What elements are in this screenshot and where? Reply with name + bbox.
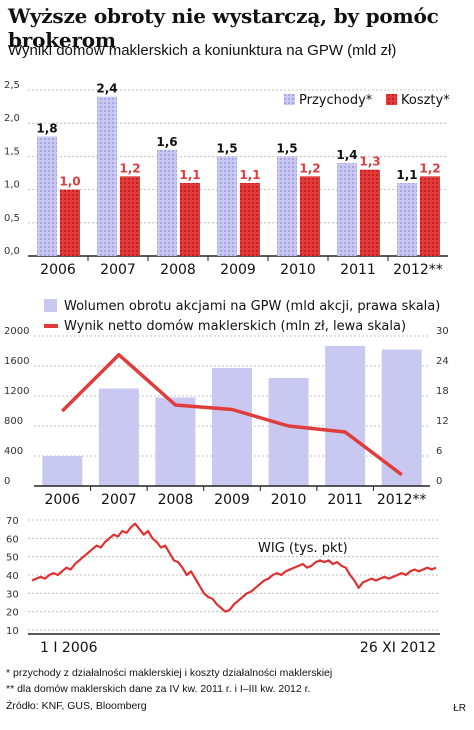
bar-wolumen <box>325 346 366 486</box>
x-category-label: 2007 <box>100 262 136 278</box>
x-label-end: 26 XI 2012 <box>360 640 436 656</box>
bar-koszty <box>240 182 260 256</box>
legend-swatch-wolumen <box>44 299 57 312</box>
y-tick-label: 2,0 <box>4 113 20 124</box>
legend-swatch-koszty <box>386 94 397 105</box>
bar-koszty <box>180 182 200 256</box>
bar-przychody <box>157 149 177 256</box>
bar-przychody <box>397 182 417 256</box>
value-label-koszty: 1,0 <box>59 175 80 189</box>
bar-wolumen <box>42 456 83 486</box>
x-category-label: 2006 <box>44 492 80 508</box>
legend-swatch-przychody <box>284 94 295 105</box>
chart-subtitle: Wyniki domów maklerskich a koniunktura n… <box>8 42 397 59</box>
value-label-koszty: 1,1 <box>239 168 260 182</box>
legend-label-wolumen: Wolumen obrotu akcjami na GPW (mld akcji… <box>64 299 440 314</box>
y-tick-label-left: 2000 <box>4 326 29 337</box>
y-tick-label-right: 6 <box>436 446 442 457</box>
footnote-2: ** dla domów maklerskich dane za IV kw. … <box>6 683 311 695</box>
value-label-przychody: 1,5 <box>216 141 237 155</box>
line-chart-wig: 10 20 30 40 50 60 70 WIG (tys. pkt) 1 I 2006 26 X… <box>6 516 440 656</box>
legend-label-wynik: Wynik netto domów maklerskich (mln zł, l… <box>64 319 406 334</box>
series-label-wig: WIG (tys. pkt) <box>258 541 348 556</box>
x-category-label: 2009 <box>214 492 250 508</box>
y-tick-label-left: 0 <box>4 476 10 487</box>
bar-przychody <box>97 96 117 256</box>
bar-koszty <box>420 176 440 256</box>
y-tick-label: 40 <box>6 571 19 582</box>
y-tick-label-left: 1200 <box>4 386 29 397</box>
bar-wolumen <box>212 368 252 486</box>
bar-wolumen <box>98 388 139 486</box>
value-label-koszty: 1,2 <box>299 161 320 175</box>
value-label-koszty: 1,2 <box>119 161 140 175</box>
y-tick-label: 20 <box>6 608 19 619</box>
y-tick-label-right: 0 <box>436 476 442 487</box>
y-tick-label-left: 400 <box>4 446 23 457</box>
bar-koszty <box>300 176 320 256</box>
value-label-przychody: 1,5 <box>276 141 297 155</box>
legend: Wolumen obrotu akcjami na GPW (mld akcji… <box>44 299 440 334</box>
y-tick-label: 30 <box>6 589 19 600</box>
bar-chart-revenue-costs: 0,0 0,5 1,0 1,5 2,0 2,5 1,8 1,0 2006 2,4 1,2 2007 1,… <box>4 80 450 278</box>
x-category-label: 2008 <box>160 262 196 278</box>
y-tick-label-left: 800 <box>4 416 23 427</box>
footnote-1: * przychody z działalności maklerskiej i… <box>6 667 333 679</box>
legend-label-przychody: Przychody* <box>299 93 373 108</box>
line-wig <box>31 522 437 613</box>
x-label-start: 1 I 2006 <box>40 640 98 656</box>
x-category-label: 2012** <box>393 262 443 278</box>
y-tick-label: 60 <box>6 534 19 545</box>
bar-koszty <box>360 169 380 256</box>
legend: Przychody* Koszty* <box>284 93 450 108</box>
x-category-label: 2008 <box>158 492 194 508</box>
value-label-przychody: 2,4 <box>96 82 117 96</box>
value-label-koszty: 1,2 <box>419 161 440 175</box>
y-tick-label: 1,5 <box>4 146 20 157</box>
chart-title: Wyższe obroty nie wystarczą, by pomóc br… <box>8 4 439 52</box>
x-category-label: 2011 <box>327 492 363 508</box>
bar-przychody <box>37 136 57 256</box>
bar-przychody <box>337 163 357 256</box>
x-category-label: 2010 <box>271 492 307 508</box>
source-note: Źródło: KNF, GUS, Bloomberg <box>6 700 147 712</box>
bar-przychody <box>217 156 237 256</box>
value-label-przychody: 1,6 <box>156 135 177 149</box>
bar-koszty <box>60 189 80 256</box>
bar-wolumen <box>155 397 196 486</box>
value-label-przychody: 1,4 <box>336 148 357 162</box>
y-tick-label-right: 18 <box>436 386 449 397</box>
legend-label-koszty: Koszty* <box>401 93 450 108</box>
x-category-label: 2007 <box>101 492 137 508</box>
y-tick-label-left: 1600 <box>4 356 29 367</box>
x-category-label: 2009 <box>220 262 256 278</box>
y-tick-label: 1,0 <box>4 180 20 191</box>
y-tick-label: 0,0 <box>4 246 20 257</box>
value-label-przychody: 1,8 <box>36 121 57 135</box>
y-tick-label: 2,5 <box>4 80 20 91</box>
bar-przychody <box>277 156 297 256</box>
value-label-przychody: 1,1 <box>396 168 417 182</box>
value-label-koszty: 1,3 <box>359 155 380 169</box>
y-tick-label-right: 12 <box>436 416 449 427</box>
x-category-label: 2006 <box>40 262 76 278</box>
x-category-label: 2012** <box>377 492 427 508</box>
author-credit: ŁR <box>453 703 466 714</box>
x-category-label: 2010 <box>280 262 316 278</box>
y-tick-label: 50 <box>6 553 19 564</box>
combo-chart-volume-net-result: 0 400 800 1200 1600 2000 0 6 12 18 24 30 2006 2007 200… <box>4 299 449 508</box>
y-tick-label: 70 <box>6 516 19 527</box>
y-tick-label-right: 24 <box>436 356 449 367</box>
line-wynik-netto <box>61 353 403 477</box>
bar-koszty <box>120 176 140 256</box>
y-tick-label-right: 30 <box>436 326 449 337</box>
x-category-label: 2011 <box>340 262 376 278</box>
value-label-koszty: 1,1 <box>179 168 200 182</box>
y-tick-label: 0,5 <box>4 213 20 224</box>
y-tick-label: 10 <box>6 626 19 637</box>
bar-wolumen <box>268 378 309 486</box>
